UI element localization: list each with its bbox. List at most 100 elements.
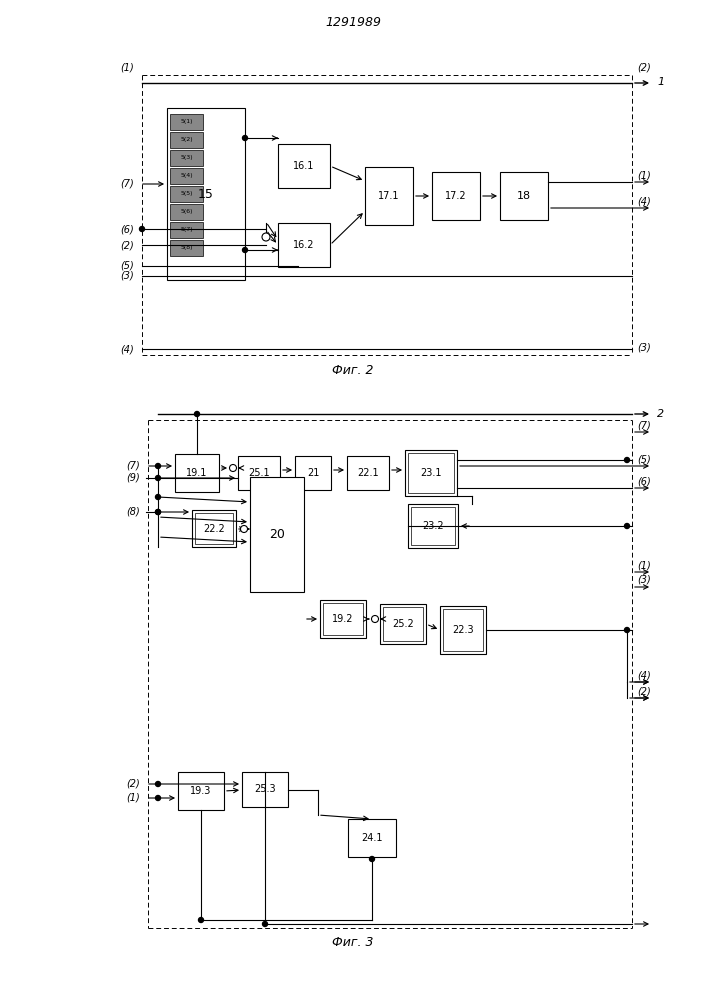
Text: (5): (5) [637,454,650,464]
Text: (7): (7) [637,420,650,430]
Bar [170,132,203,148]
Bar [411,507,455,545]
Text: (2): (2) [637,63,650,73]
Text: 17.2: 17.2 [445,191,467,201]
Circle shape [243,135,247,140]
Bar [408,504,458,548]
Text: 1: 1 [657,77,664,87]
Text: (6): (6) [120,224,134,234]
Bar [278,223,330,267]
Text: Фиг. 3: Фиг. 3 [332,936,374,950]
Text: (2): (2) [127,779,140,789]
Bar [408,453,454,493]
Text: 16.2: 16.2 [293,240,315,250]
Text: (8): (8) [127,507,140,517]
Bar [443,609,483,651]
Text: (5): (5) [120,261,134,271]
Bar [323,603,363,635]
Text: (4): (4) [637,670,650,680]
Bar [383,607,423,641]
Text: (2): (2) [637,686,650,696]
Text: (4): (4) [120,344,134,354]
Text: 25.2: 25.2 [392,619,414,629]
Text: 5(3): 5(3) [180,155,193,160]
Circle shape [624,524,629,528]
Bar [365,167,413,225]
Circle shape [156,510,160,514]
Bar [320,600,366,638]
Text: (3): (3) [637,575,650,585]
Bar [250,477,304,592]
Bar [167,108,245,280]
Bar [170,150,203,166]
Circle shape [370,856,375,861]
Bar [170,240,203,256]
Text: 21: 21 [307,468,319,478]
Bar [192,510,236,547]
Bar [500,172,548,220]
Text: 16.1: 16.1 [293,161,315,171]
Text: 22.2: 22.2 [203,524,225,534]
Text: 25.3: 25.3 [255,784,276,794]
Bar [175,454,219,492]
Circle shape [240,526,247,532]
Text: (9): (9) [127,473,140,483]
Text: 19.1: 19.1 [187,468,208,478]
Text: 2: 2 [657,409,664,419]
Text: (1): (1) [637,170,650,180]
Circle shape [156,796,160,800]
Text: 5(6): 5(6) [180,210,193,215]
Bar [238,456,280,490]
Text: (1): (1) [120,63,134,73]
Bar [295,456,331,490]
Bar [405,450,457,496]
Circle shape [199,918,204,922]
Text: 25.1: 25.1 [248,468,270,478]
Circle shape [262,922,267,926]
Circle shape [156,782,160,786]
Bar [178,772,224,810]
Bar [380,604,426,644]
Text: (1): (1) [637,560,650,570]
Text: 22.1: 22.1 [357,468,379,478]
Text: 5(2): 5(2) [180,137,193,142]
Text: 18: 18 [517,191,531,201]
Text: (6): (6) [637,476,650,486]
Text: (7): (7) [120,179,134,189]
Text: 24.1: 24.1 [361,833,382,843]
Text: (3): (3) [637,343,650,353]
Text: 15: 15 [198,188,214,200]
Text: 17.1: 17.1 [378,191,399,201]
Circle shape [262,233,270,241]
Text: (2): (2) [120,240,134,250]
Text: 5(1): 5(1) [180,119,193,124]
Text: 5(7): 5(7) [180,228,193,232]
Circle shape [624,628,629,633]
Circle shape [156,464,160,468]
Bar [170,222,203,238]
Bar [347,456,389,490]
Bar [195,513,233,544]
Text: 22.3: 22.3 [452,625,474,635]
Bar [278,144,330,188]
Text: 23.2: 23.2 [422,521,444,531]
Bar [348,819,396,857]
Text: 5(4): 5(4) [180,174,193,178]
Circle shape [139,227,144,232]
Bar [170,168,203,184]
Text: 19.3: 19.3 [190,786,211,796]
Text: Фиг. 2: Фиг. 2 [332,363,374,376]
Text: 20: 20 [269,528,285,541]
Bar [170,204,203,220]
Text: (3): (3) [120,271,134,281]
Text: 1291989: 1291989 [325,15,381,28]
Bar [170,186,203,202]
Circle shape [624,458,629,462]
Circle shape [194,412,199,416]
Text: (1): (1) [127,793,140,803]
Text: 5(5): 5(5) [180,192,193,196]
Circle shape [371,615,378,622]
Circle shape [156,494,160,499]
Circle shape [156,476,160,481]
Text: 23.1: 23.1 [420,468,442,478]
